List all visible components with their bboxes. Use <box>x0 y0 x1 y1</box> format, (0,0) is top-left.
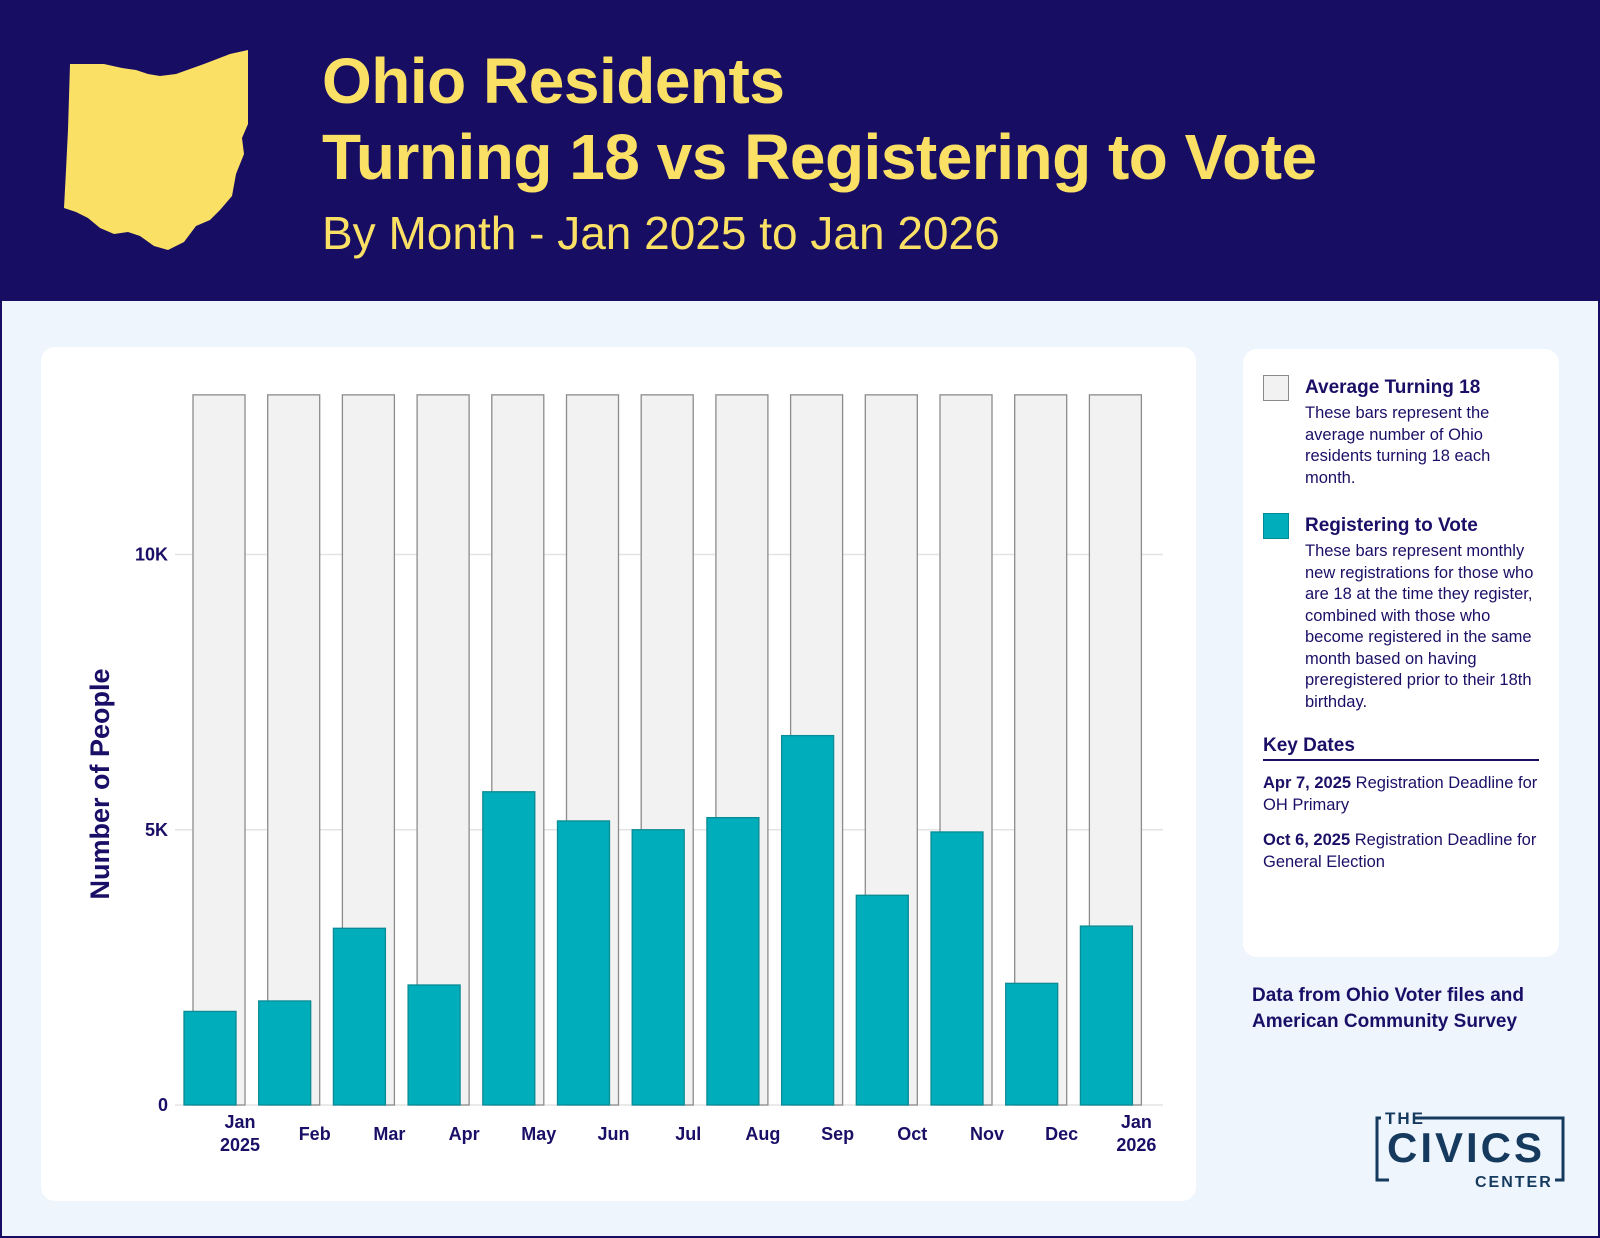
x-tick-label: Jan <box>1121 1112 1152 1132</box>
legend-title: Registering to Vote <box>1305 515 1478 536</box>
bar-registering <box>482 791 536 1106</box>
bar-registering <box>780 734 835 1106</box>
x-tick-label-year: 2025 <box>220 1135 260 1155</box>
x-tick-label: Sep <box>821 1124 854 1144</box>
legend-item-turning-18: Average Turning 18 These bars represent … <box>1263 373 1539 489</box>
x-tick-label: Oct <box>897 1124 927 1144</box>
bar-registering <box>1005 982 1059 1106</box>
x-tick-label: Jul <box>675 1124 701 1144</box>
x-tick-label: Jan <box>224 1112 255 1132</box>
bar-chart: 0 5K 10K Number of People Jan 2025 Feb Mar Apr Ma… <box>85 394 1163 1155</box>
source-note: Data from Ohio Voter files and American … <box>1252 985 1525 1032</box>
svg-text:CENTER: CENTER <box>1475 1174 1553 1191</box>
bar-registering <box>258 1000 312 1106</box>
legend-description: These bars represent the average number … <box>1305 404 1491 487</box>
bar-registering <box>332 927 387 1106</box>
x-tick-label: Dec <box>1045 1124 1078 1144</box>
bar-registering <box>706 816 760 1106</box>
chart-card: 0 5K 10K Number of People Jan 2025 Feb Mar Apr Ma… <box>41 347 1196 1201</box>
legend-card: Average Turning 18 These bars represent … <box>1243 349 1559 957</box>
svg-text:CIVICS: CIVICS <box>1387 1124 1545 1171</box>
title-line-1: Ohio Residents <box>322 45 785 117</box>
x-tick-label: Aug <box>745 1124 780 1144</box>
svg-text:THE: THE <box>1385 1110 1425 1128</box>
title-line-2: Turning 18 vs Registering to Vote <box>322 121 1317 193</box>
legend-description: These bars represent monthly new registr… <box>1305 542 1534 711</box>
bar-turning-18 <box>267 394 321 1106</box>
bar-registering <box>855 894 909 1106</box>
key-date: Apr 7, 2025 Registration Deadline for OH… <box>1263 773 1539 816</box>
x-tick-label: Apr <box>449 1124 480 1144</box>
civics-center-logo: THE CIVICS CENTER <box>1375 1110 1565 1191</box>
key-date-date: Apr 7, 2025 <box>1263 774 1352 792</box>
key-dates-heading: Key Dates <box>1263 735 1539 761</box>
key-date: Oct 6, 2025 Registration Deadline for Ge… <box>1263 830 1539 873</box>
key-date-text: Registration Deadline for OH Primary <box>1263 774 1538 814</box>
key-date-date: Oct 6, 2025 <box>1263 831 1351 849</box>
bar-registering <box>1079 925 1134 1106</box>
x-tick-label: Mar <box>373 1124 405 1144</box>
legend-title: Average Turning 18 <box>1305 377 1481 398</box>
x-tick-label: Nov <box>970 1124 1004 1144</box>
y-tick-label: 0 <box>158 1095 168 1115</box>
x-tick-label-year: 2026 <box>1116 1135 1156 1155</box>
ohio-map-icon <box>64 50 248 250</box>
legend-item-registering: Registering to Vote These bars represent… <box>1263 511 1539 713</box>
bar-registering <box>183 1010 237 1106</box>
header: Ohio Residents Turning 18 vs Registering… <box>0 0 1600 301</box>
y-axis-label: Number of People <box>85 668 115 899</box>
key-date-text: Registration Deadline for General Electi… <box>1263 831 1537 871</box>
bar-registering <box>407 984 461 1106</box>
legend-swatch-turning-18 <box>1263 375 1289 401</box>
x-tick-label: Jun <box>597 1124 629 1144</box>
x-tick-label: May <box>521 1124 556 1144</box>
bar-registering <box>556 820 611 1106</box>
x-tick-label: Feb <box>299 1124 331 1144</box>
legend-swatch-registering <box>1263 513 1289 539</box>
y-tick-label: 10K <box>135 545 168 565</box>
bar-registering <box>930 831 984 1106</box>
y-tick-label: 5K <box>145 820 168 840</box>
subtitle: By Month - Jan 2025 to Jan 2026 <box>322 207 1000 259</box>
bar-registering <box>631 829 685 1106</box>
